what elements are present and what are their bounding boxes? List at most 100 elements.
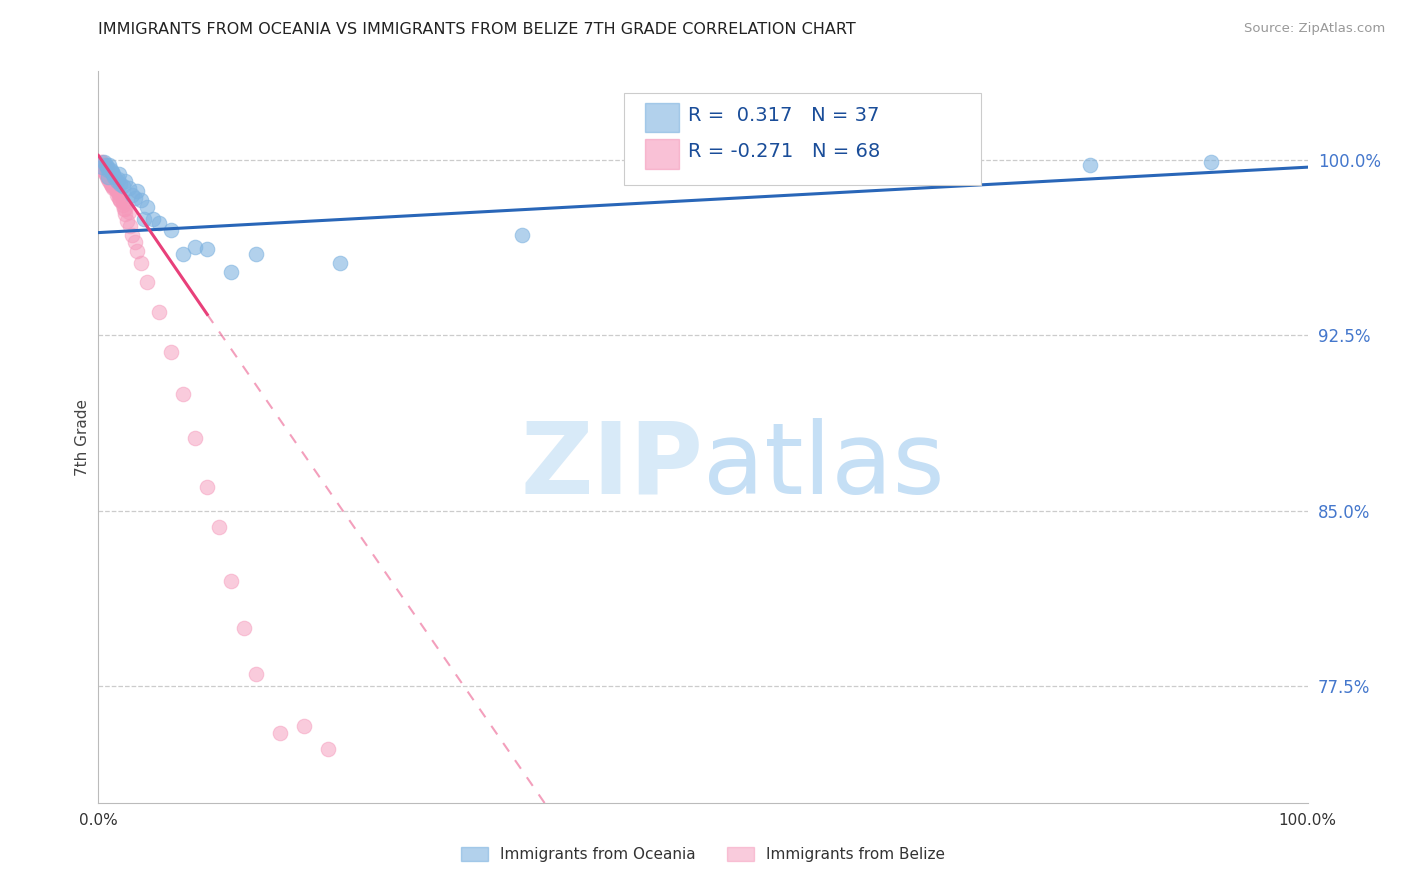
Point [510,227,533,242]
Point [127,244,149,259]
Point [104,181,127,195]
Point [135,200,157,214]
Point [100,177,122,191]
Point [124,190,146,204]
Point [91,160,114,174]
Point [1078,158,1101,172]
Point [90,158,112,172]
Point [93,160,115,174]
Point [91,158,114,172]
Point [100,165,122,179]
Point [121,227,143,242]
Point [160,223,183,237]
Point [96,169,118,184]
Point [172,387,194,401]
Point [108,167,131,181]
Point [117,214,139,228]
Point [100,174,122,188]
Point [221,265,243,279]
Point [93,155,115,169]
Point [329,256,352,270]
Point [108,193,131,207]
Point [184,431,207,445]
Point [100,172,122,186]
FancyBboxPatch shape [645,139,679,169]
Point [245,246,267,260]
Point [97,169,120,184]
Point [160,344,183,359]
Point [98,158,121,172]
Point [97,169,120,184]
Point [127,184,149,198]
Point [98,174,121,188]
Point [94,165,117,179]
Text: Source: ZipAtlas.com: Source: ZipAtlas.com [1244,22,1385,36]
Point [103,169,125,184]
Point [292,719,315,733]
Legend: Immigrants from Oceania, Immigrants from Belize: Immigrants from Oceania, Immigrants from… [454,841,952,868]
Point [91,160,114,174]
Point [94,160,117,174]
Text: atlas: atlas [703,417,945,515]
Point [101,181,124,195]
Point [837,160,859,174]
Point [100,177,122,191]
Point [90,155,112,169]
Point [97,169,120,184]
Text: ZIP: ZIP [520,417,703,515]
Point [100,174,122,188]
Point [129,193,152,207]
FancyBboxPatch shape [624,94,981,185]
Point [103,178,125,193]
Point [108,193,131,207]
Point [269,725,291,739]
Point [101,178,124,193]
Point [93,162,115,177]
Point [105,188,128,202]
Point [91,158,114,172]
Point [97,162,120,177]
Point [91,155,114,169]
Point [101,167,124,181]
Point [148,305,170,319]
Point [195,242,218,256]
Point [142,211,165,226]
Point [232,621,254,635]
Point [108,177,131,191]
Point [94,167,117,181]
Point [91,160,114,174]
Point [124,235,146,249]
Point [111,195,134,210]
Point [316,742,339,756]
Point [94,158,117,172]
Text: R = -0.271   N = 68: R = -0.271 N = 68 [689,143,880,161]
Point [184,239,207,253]
Point [121,188,143,202]
Point [111,178,134,193]
Point [245,667,267,681]
Point [221,574,243,588]
Point [101,177,124,191]
Point [118,204,141,219]
Point [93,160,115,174]
Point [134,211,156,226]
Point [98,169,121,184]
Point [114,207,136,221]
Point [1199,155,1222,169]
Point [129,256,152,270]
Point [118,219,141,233]
Point [107,172,129,186]
Point [114,174,136,188]
Text: R =  0.317   N = 37: R = 0.317 N = 37 [689,106,880,125]
Point [172,246,194,260]
Point [105,174,128,188]
Point [105,184,128,198]
Point [96,160,118,174]
Point [108,190,131,204]
Point [135,275,157,289]
Point [97,165,120,179]
Point [93,158,115,172]
Point [148,216,170,230]
Point [111,197,134,211]
Point [195,480,218,494]
